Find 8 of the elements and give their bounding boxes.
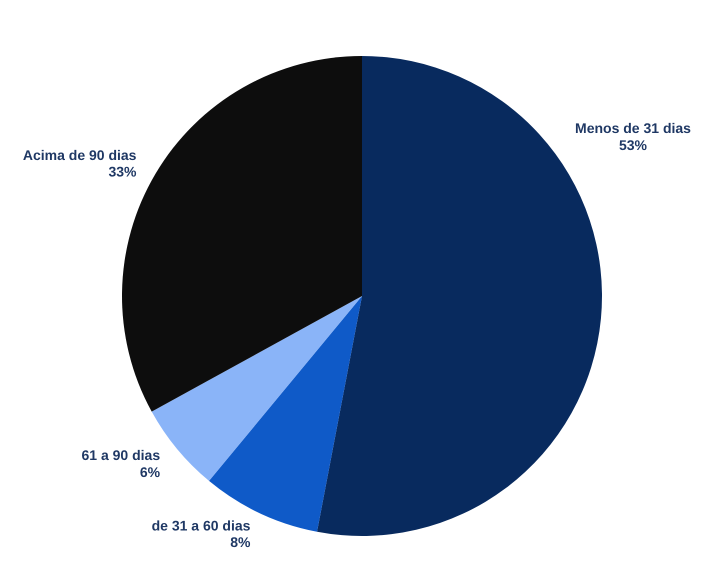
data-label: 8%: [230, 534, 251, 550]
data-label: 53%: [618, 137, 648, 153]
slice-label: de 31 a 60 dias: [152, 517, 251, 534]
slice-label: Menos de 31 dias: [575, 120, 692, 136]
data-label: 6%: [140, 464, 161, 480]
slice-label: Acima de 90 dias: [22, 146, 137, 163]
slice-label: 61 a 90 dias: [82, 447, 160, 464]
data-label: 33%: [108, 164, 138, 180]
